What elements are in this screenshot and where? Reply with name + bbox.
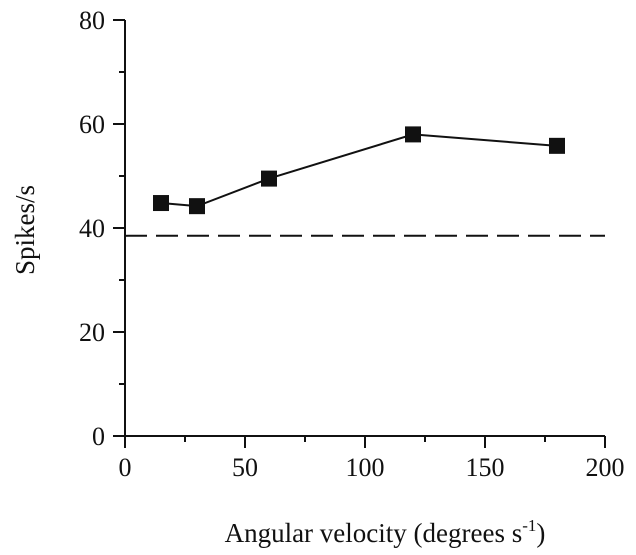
data-point-marker [549, 137, 565, 154]
axes [113, 19, 606, 448]
y-tick-label: 80 [79, 6, 105, 35]
series-line [160, 133, 558, 208]
y-tick-label: 60 [79, 110, 105, 139]
data-series [153, 126, 565, 215]
y-tick-label: 20 [79, 318, 105, 347]
x-axis-title: Angular velocity (degrees s-1) [225, 516, 546, 548]
data-point-marker [153, 195, 169, 212]
y-tick-label: 0 [92, 422, 105, 451]
data-point-marker [189, 198, 205, 215]
y-axis-title: Spikes/s [10, 185, 40, 275]
data-point-marker [261, 170, 277, 187]
x-tick-label: 100 [346, 453, 385, 482]
x-axis-title-main: Angular velocity (degrees s [225, 518, 523, 548]
x-tick-label: 150 [466, 453, 505, 482]
x-axis-title-close: ) [536, 518, 545, 548]
y-tick-label: 40 [79, 214, 105, 243]
x-axis-title-superscript: -1 [522, 516, 536, 535]
x-tick-label: 200 [586, 453, 625, 482]
x-tick-label: 0 [119, 453, 132, 482]
data-point-marker [405, 126, 421, 143]
x-tick-label: 50 [232, 453, 258, 482]
tick-labels: 0 20 40 60 80 0 50 100 150 200 [79, 6, 625, 482]
